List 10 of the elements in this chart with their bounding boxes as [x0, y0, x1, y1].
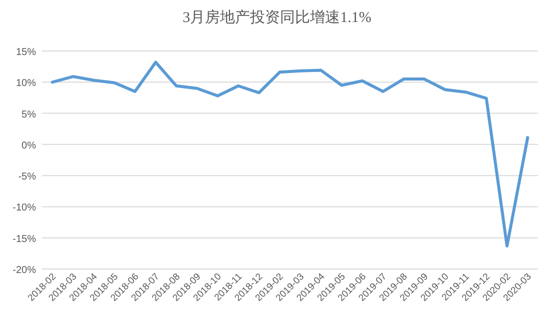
y-tick-label: 5% [22, 109, 36, 120]
y-tick-label: 0% [22, 140, 36, 152]
y-tick-label: -20% [12, 265, 36, 276]
y-tick-label: 15% [16, 47, 36, 58]
y-tick-label: -10% [12, 202, 36, 214]
y-tick-label: 10% [16, 78, 36, 90]
line-series [50, 60, 530, 248]
y-tick-label: -5% [18, 172, 36, 183]
chart-title: 3月房地产投资同比增速1.1% [182, 9, 372, 26]
y-tick-label: -15% [12, 234, 36, 245]
